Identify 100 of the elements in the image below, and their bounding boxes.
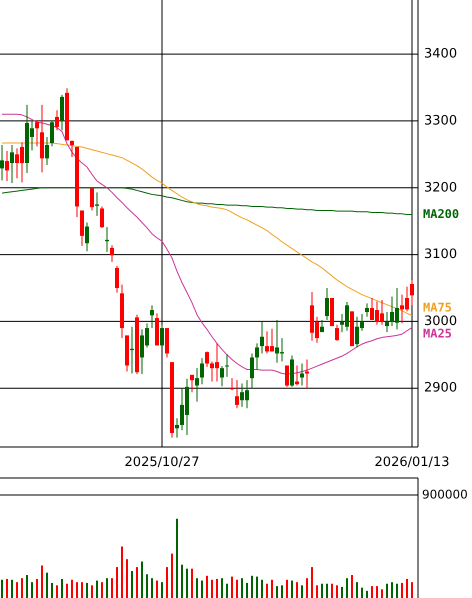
bar (191, 568, 193, 598)
bar (136, 567, 138, 598)
candlestick (305, 358, 309, 389)
bar (356, 582, 358, 598)
candlestick (205, 350, 209, 368)
bar (251, 576, 253, 598)
bar (256, 576, 258, 598)
bar (326, 584, 328, 598)
bar (391, 582, 393, 598)
bar (381, 589, 383, 598)
bar (196, 578, 198, 598)
bar (281, 585, 283, 598)
candlestick (235, 380, 239, 409)
candlestick (195, 368, 199, 402)
bar (116, 567, 118, 598)
bar (351, 575, 353, 598)
bar (361, 588, 363, 598)
bar (231, 576, 233, 598)
bar (336, 585, 338, 598)
bar (101, 582, 103, 598)
bar (396, 584, 398, 598)
bar (96, 580, 98, 598)
candlestick (50, 120, 54, 147)
bar (296, 582, 298, 598)
line-series (2, 187, 412, 215)
bar (291, 580, 293, 598)
candlestick (5, 150, 9, 182)
series-label: MA200 (423, 206, 460, 221)
bar (201, 580, 203, 598)
bar (236, 580, 238, 598)
bar (21, 578, 23, 598)
bar (406, 578, 408, 598)
bar (146, 574, 148, 598)
bar (36, 578, 38, 598)
candlestick (45, 136, 49, 166)
candlestick (250, 352, 254, 389)
bar (366, 590, 368, 598)
bar (306, 578, 308, 598)
candlestick (230, 378, 234, 391)
candlestick (335, 324, 339, 342)
candlestick (325, 287, 329, 321)
bar (66, 584, 68, 598)
bar (271, 580, 273, 598)
bar (311, 567, 313, 598)
y-tick-label: 3000 (424, 314, 458, 329)
candlestick (70, 140, 74, 158)
candlestick (60, 94, 64, 131)
bar (211, 580, 213, 598)
candlestick (295, 364, 299, 386)
candlestick (200, 358, 204, 385)
bar (206, 576, 208, 598)
candlestick (365, 302, 369, 318)
bar (56, 585, 58, 598)
bar (16, 582, 18, 598)
bar (331, 584, 333, 598)
bar (131, 571, 133, 598)
candlestick (35, 120, 39, 147)
bar (141, 562, 143, 598)
bar (11, 580, 13, 598)
candlestick (160, 324, 164, 346)
bar (171, 554, 173, 598)
x-tick-label: 2026/01/13 (374, 455, 450, 470)
bar (341, 586, 343, 598)
bar (106, 578, 108, 598)
bar (6, 578, 8, 598)
candlestick (150, 304, 154, 329)
bar (71, 580, 73, 598)
candlestick (85, 222, 89, 252)
text: 900000 (422, 487, 468, 502)
bar (216, 578, 218, 598)
bar (221, 578, 223, 598)
candlestick (285, 364, 289, 388)
candlestick (10, 144, 14, 184)
candlestick (0, 144, 4, 181)
bar (156, 580, 158, 598)
candlestick (90, 187, 94, 211)
bar (176, 518, 178, 598)
bar (241, 578, 243, 598)
bar (401, 582, 403, 598)
candlestick (175, 418, 179, 438)
candlestick (410, 279, 414, 306)
candlestick (115, 265, 119, 294)
bar (386, 584, 388, 598)
bar (246, 582, 248, 598)
bar (321, 584, 323, 598)
y-tick-label: 3300 (424, 113, 458, 128)
bar (41, 566, 43, 598)
candlestick (95, 192, 99, 216)
bar (111, 578, 113, 598)
bar (121, 546, 123, 598)
candlestick (300, 362, 304, 386)
candlestick (220, 366, 224, 387)
candlestick (320, 320, 324, 333)
bar (61, 578, 63, 598)
series-label: MA25 (423, 326, 452, 341)
bar (46, 572, 48, 598)
bar (86, 582, 88, 598)
candlestick (100, 206, 104, 228)
bar (26, 575, 28, 598)
bar (51, 582, 53, 598)
